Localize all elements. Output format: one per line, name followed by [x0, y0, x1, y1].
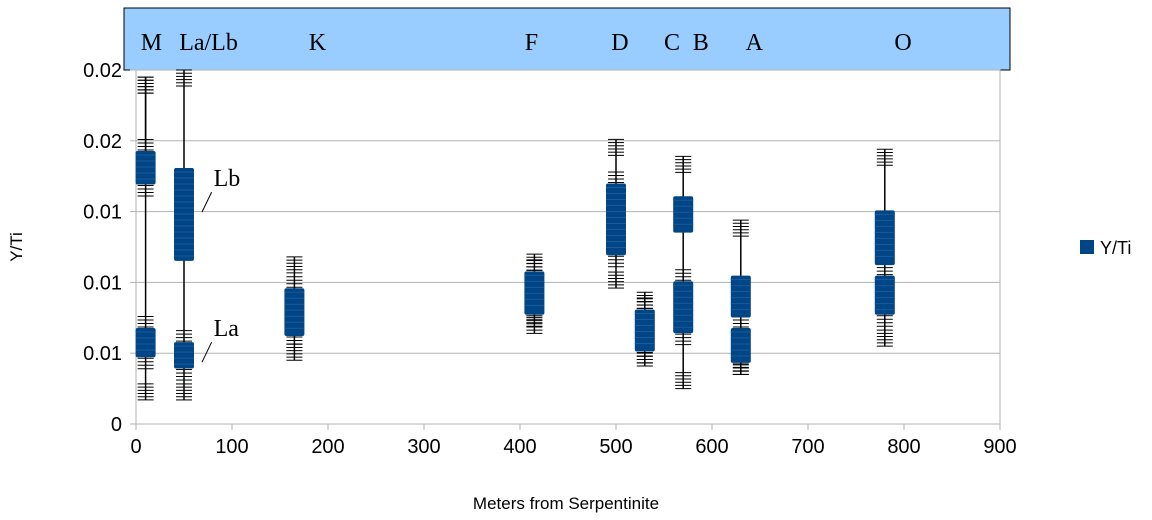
error-bar [526, 253, 543, 334]
x-tick-label: 300 [407, 436, 440, 458]
section-label-7: A [746, 30, 764, 56]
y-tick-label: 0.02 [83, 60, 122, 82]
x-tick-label: 900 [983, 436, 1016, 458]
series-y-ti [135, 69, 895, 401]
section-label-1: La/Lb [179, 30, 238, 56]
annotations: Lb La [201, 166, 241, 363]
section-label-8: O [894, 30, 911, 56]
annotation-label: La [214, 316, 240, 342]
x-tick-label: 0 [130, 436, 141, 458]
section-label-5: C [664, 30, 680, 56]
section-label-0: M [141, 30, 162, 56]
x-tick-label: 100 [215, 436, 248, 458]
data-marker [874, 275, 895, 315]
x-tick-label: 200 [311, 436, 344, 458]
y-axis-title: Y/Ti [7, 232, 26, 262]
section-labels: M La/Lb K F D C B A O [141, 30, 912, 56]
y-tick-label: 0.01 [83, 272, 122, 294]
annotation-leader [201, 191, 213, 213]
y-tick-label: 0.01 [83, 202, 122, 224]
data-marker [174, 342, 194, 369]
data-marker [874, 210, 895, 266]
section-label-6: B [693, 30, 709, 56]
legend: Y/Ti [1080, 238, 1131, 258]
data-marker [730, 327, 751, 363]
y-tick-label: 0 [111, 414, 122, 436]
error-bar [608, 138, 624, 289]
x-tick-label: 800 [887, 436, 920, 458]
section-banner [123, 7, 1011, 71]
y-tick-label: 0.02 [83, 131, 122, 153]
grid-lines [136, 69, 1000, 354]
legend-swatch-y-ti [1080, 240, 1094, 254]
data-marker [673, 196, 694, 233]
section-label-4: D [611, 30, 628, 56]
section-label-3: F [525, 30, 538, 56]
data-marker [730, 275, 751, 318]
plot-area [135, 69, 1001, 425]
x-axis: 0 100 200 300 400 500 600 700 800 900 [130, 423, 1017, 458]
annotation-leader [201, 341, 213, 363]
x-tick-label: 400 [503, 436, 536, 458]
error-bar [675, 155, 692, 390]
y-axis: 0 0.01 0.01 0.01 0.02 0.02 [83, 60, 137, 436]
x-tick-label: 700 [791, 436, 824, 458]
annotation-label: Lb [214, 166, 241, 192]
data-marker [606, 183, 626, 256]
x-tick-label: 500 [599, 436, 632, 458]
data-marker [284, 288, 305, 336]
x-axis-title: Meters from Serpentinite [473, 494, 659, 513]
y-tick-label: 0.01 [83, 343, 122, 365]
data-marker [634, 309, 655, 352]
legend-label-y-ti: Y/Ti [1100, 238, 1131, 258]
data-marker [673, 281, 694, 334]
section-label-2: K [309, 30, 327, 56]
data-marker [135, 150, 156, 185]
x-tick-label: 600 [695, 436, 728, 458]
